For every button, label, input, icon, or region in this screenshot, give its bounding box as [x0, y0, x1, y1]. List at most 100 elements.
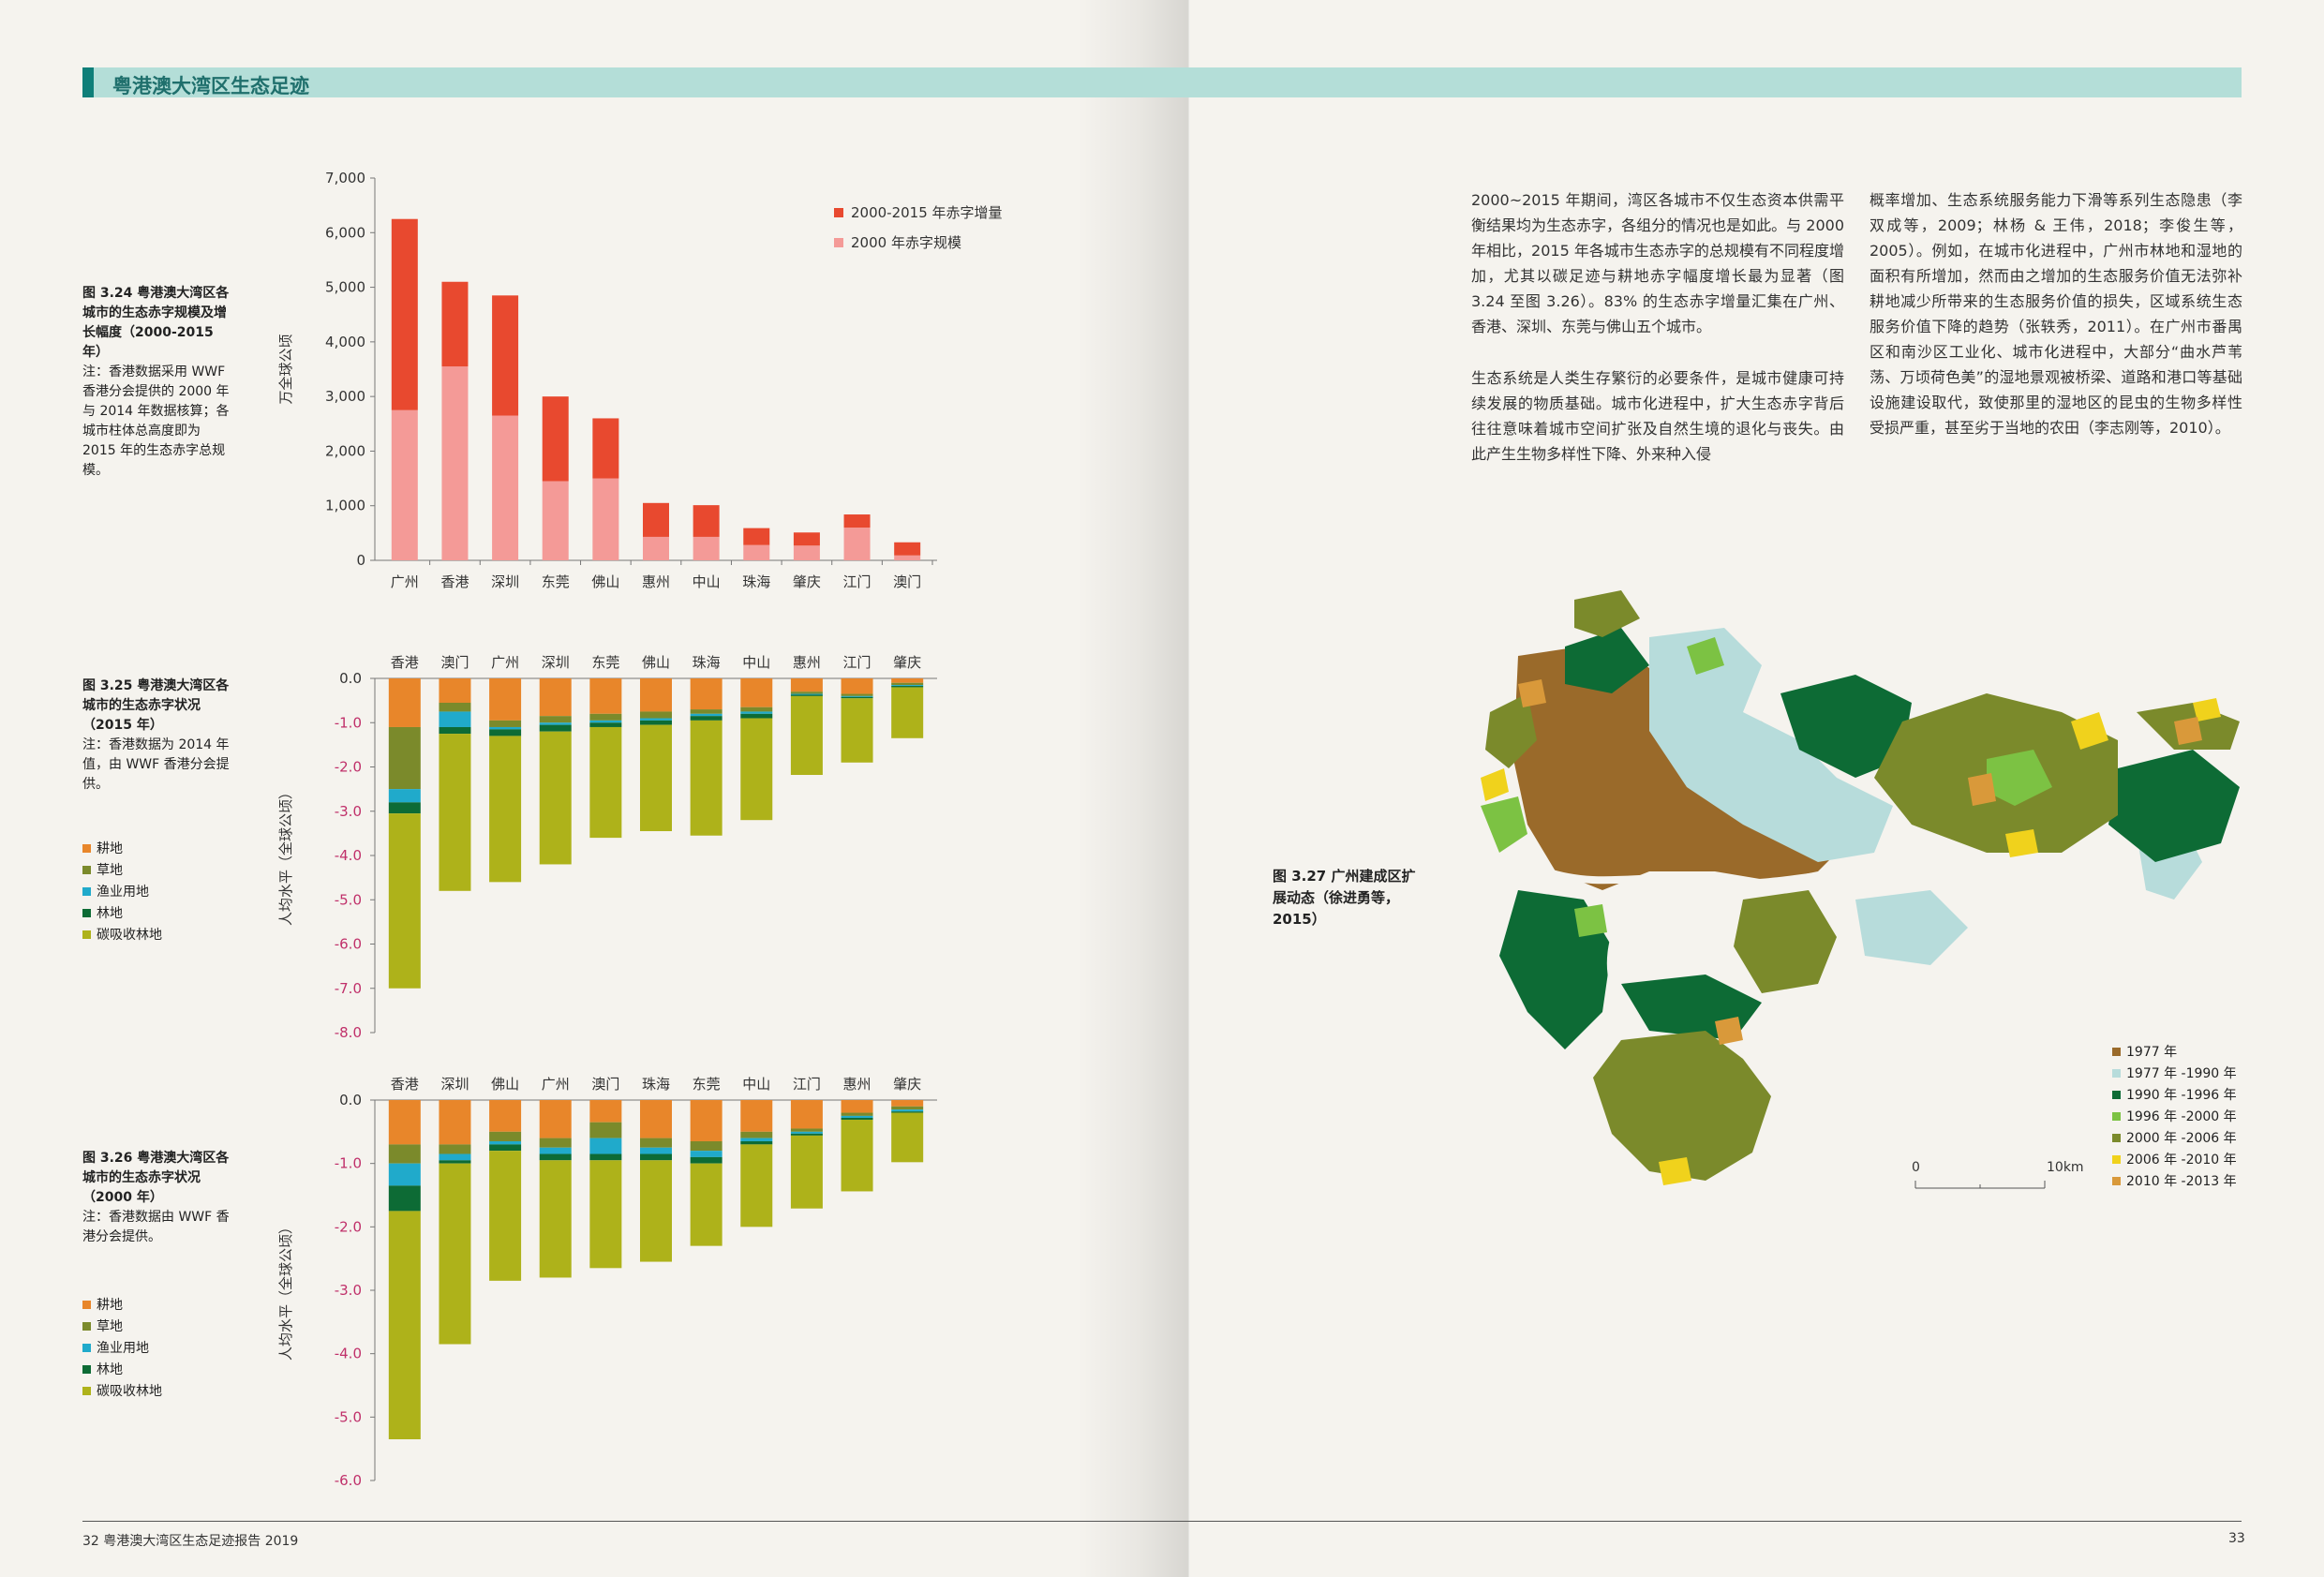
bar-segment [690, 713, 723, 717]
legend-swatch [82, 1301, 91, 1309]
fig324-title: 图 3.24 粤港澳大湾区各城市的生态赤字规模及增长幅度（2000-2015 年… [82, 286, 230, 360]
bar-segment [439, 1163, 471, 1345]
bar-segment [841, 1115, 873, 1118]
legend-swatch [82, 1387, 91, 1395]
bar-segment [891, 1106, 924, 1110]
y-tick-label: -6.0 [335, 1472, 362, 1489]
bar-segment [640, 678, 672, 712]
map-region-1977-1990 [1855, 890, 1968, 965]
map-legend-item: 2010 年 -2013 年 [2112, 1171, 2237, 1193]
y-tick-label: 3,000 [325, 388, 365, 405]
x-tick-label: 澳门 [893, 573, 921, 590]
legend-item: 渔业用地 [82, 882, 162, 903]
y-tick-label: -3.0 [335, 803, 362, 820]
legend-swatch [82, 1344, 91, 1352]
map-region-1990-1996 [1780, 675, 1912, 778]
legend-item: 渔业用地 [82, 1338, 162, 1360]
bar-segment [740, 1100, 773, 1132]
y-tick-label: -2.0 [335, 1218, 362, 1235]
fig324-note: 注：香港数据采用 WWF 香港分会提供的 2000 年与 2014 年数据核算；… [82, 364, 230, 478]
bar-segment [388, 1211, 421, 1440]
bar-segment [690, 1140, 723, 1152]
map-region-1996-2000 [1481, 796, 1527, 853]
bar-segment [539, 1160, 572, 1278]
y-tick-label: -5.0 [335, 1408, 362, 1425]
bar-segment [841, 698, 873, 763]
bar-segment [740, 718, 773, 821]
y-axis-label: 万全球公顷 [277, 334, 294, 404]
x-tick-label: 珠海 [693, 654, 721, 671]
bar-segment [841, 1117, 873, 1120]
bar-segment [740, 707, 773, 712]
x-tick-label: 香港 [391, 1076, 419, 1093]
bar-segment [790, 692, 823, 694]
map-region-2006-2010 [2193, 698, 2221, 722]
x-tick-label: 中山 [742, 654, 770, 671]
bar-segment [542, 396, 569, 482]
bar-segment [439, 734, 471, 891]
bar-segment [841, 1119, 873, 1192]
bar-segment [790, 693, 823, 695]
legend-label: 2000 年赤字规模 [851, 234, 961, 251]
map-region-1990-1996 [2108, 750, 2240, 862]
bar-segment [841, 696, 873, 699]
bar-segment [790, 1135, 823, 1209]
bar-segment [640, 1147, 672, 1154]
y-tick-label: -5.0 [335, 891, 362, 908]
legend-swatch [82, 887, 91, 896]
scale-start-label: 0 [1912, 1160, 1920, 1175]
x-tick-label: 香港 [391, 654, 419, 671]
y-tick-label: 5,000 [325, 279, 365, 296]
legend-swatch [82, 866, 91, 874]
map-region-1996-2000 [1687, 637, 1724, 675]
bar-segment [743, 528, 770, 545]
bar-segment [643, 502, 669, 537]
y-tick-label: -1.0 [335, 1155, 362, 1172]
bar-segment [439, 1100, 471, 1145]
bar-segment [439, 1144, 471, 1154]
legend-swatch [2112, 1177, 2121, 1185]
bar-segment [891, 1100, 924, 1107]
bar-segment [841, 1112, 873, 1116]
x-tick-label: 东莞 [591, 654, 619, 671]
bar-segment [740, 1131, 773, 1138]
x-tick-label: 江门 [793, 1076, 821, 1093]
bar-segment [539, 1100, 572, 1138]
x-tick-label: 肇庆 [793, 573, 821, 590]
bar-segment [743, 544, 770, 560]
chart-fig324: 0 1,000 2,000 3,000 4,000 5,000 6,000 7,000 万全球公… [277, 170, 1003, 590]
bar-segment [891, 685, 924, 687]
map-legend-item: 1996 年 -2000 年 [2112, 1107, 2237, 1128]
x-tick-label: 肇庆 [893, 1076, 921, 1093]
body-column-1: 2000~2015 年期间，湾区各城市不仅生态资本供需平衡结果均为生态赤字，各组… [1471, 187, 1844, 493]
map-region-2010-2013 [1968, 773, 1996, 806]
legend-swatch [82, 844, 91, 853]
x-tick-label: 江门 [843, 654, 872, 671]
x-tick-label: 广州 [391, 573, 419, 590]
bar-segment [891, 686, 924, 688]
bar-segment [690, 716, 723, 721]
body-paragraph: 生态系统是人类生存繁衍的必要条件，是城市健康可持续发展的物质基础。城市化进程中，… [1471, 369, 1844, 463]
bar-segment [589, 1138, 622, 1154]
bar-segment [891, 1111, 924, 1113]
bar-segment [388, 678, 421, 727]
legend-swatch [82, 1322, 91, 1331]
bar-segment [740, 1140, 773, 1145]
x-tick-label: 深圳 [440, 1076, 469, 1093]
book-spine-shadow [1078, 0, 1190, 1577]
bar-segment [690, 1163, 723, 1246]
y-tick-label: 7,000 [325, 170, 365, 186]
legend-swatch [2112, 1091, 2121, 1099]
y-axis-label: 人均水平（全球公顷） [277, 1220, 294, 1361]
bar-segment [489, 1100, 522, 1132]
bar-segment [388, 1100, 421, 1145]
bar-segment [388, 1185, 421, 1212]
guangzhou-expansion-map [1481, 590, 2240, 1189]
bar-segment [891, 1109, 924, 1112]
bar-segment [841, 1100, 873, 1113]
map-region-2006-2010 [1659, 1157, 1691, 1185]
bar-segment [492, 415, 519, 560]
x-tick-label: 佛山 [591, 573, 619, 590]
map-region-2006-2010 [1481, 768, 1509, 801]
x-tick-label: 澳门 [591, 1076, 619, 1093]
